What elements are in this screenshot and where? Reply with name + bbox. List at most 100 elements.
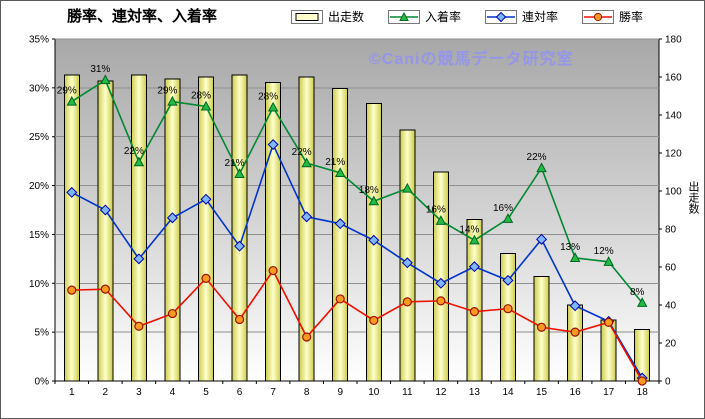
diamond-marker [569,300,581,312]
diamond-marker [166,212,178,224]
svg-text:5%: 5% [35,328,50,339]
circle-marker [369,315,379,326]
svg-text:15: 15 [536,387,548,398]
svg-text:60: 60 [665,263,677,274]
legend-label-win-rate: 勝率 [619,10,644,24]
circle-marker [503,304,513,314]
bar [432,171,449,382]
svg-text:80: 80 [665,225,677,236]
svg-text:40: 40 [665,301,677,312]
svg-text:11: 11 [402,387,413,398]
diamond-marker [401,257,413,269]
svg-text:21%: 21% [225,158,245,169]
svg-text:22%: 22% [124,146,144,157]
circle-marker [335,294,345,304]
svg-text:22%: 22% [292,147,312,158]
svg-text:1: 1 [69,387,75,398]
svg-text:10%: 10% [29,279,49,290]
diamond-marker [468,261,480,273]
svg-text:21%: 21% [325,157,345,168]
circle-marker-icon [582,9,615,24]
circle-marker [637,376,647,386]
circle-marker [604,317,614,327]
triangle-marker [334,167,346,177]
triangle-marker [66,95,78,106]
svg-text:15%: 15% [29,230,49,241]
svg-text:17: 17 [603,387,615,398]
axis-labels: 0% 5% 10% 15% 20% 25% 30% 35% 0 20 40 60 80 100 120 140… [29,35,682,399]
svg-text:5: 5 [203,387,209,398]
svg-text:14%: 14% [459,224,479,235]
circle-marker [302,332,312,342]
svg-text:7: 7 [270,387,276,398]
svg-text:12%: 12% [594,246,614,257]
svg-text:0%: 0% [35,377,50,388]
svg-text:0: 0 [665,377,671,388]
bar [164,78,181,382]
watermark-text: ©Caniの競馬データ研究室 [369,51,574,68]
chart-legend: 出走数 入着率 連対率 勝率 [291,8,643,25]
bar [231,74,248,382]
legend-item-quinella-rate: 連対率 [485,8,558,25]
diamond-marker [536,233,548,245]
svg-text:12: 12 [435,387,447,398]
bar [332,87,349,382]
bar-swatch-icon [291,9,323,24]
triangle-marker [402,182,413,193]
circle-marker [67,285,77,295]
svg-text:120: 120 [665,149,682,160]
svg-text:6: 6 [237,387,243,398]
svg-text:18: 18 [637,387,649,398]
circle-marker [100,284,110,294]
circle-marker [134,321,144,331]
diamond-marker [200,193,212,205]
svg-text:140: 140 [665,111,682,122]
legend-label-starts: 出走数 [328,10,365,24]
svg-text:3: 3 [136,387,142,398]
triangle-marker [536,162,547,173]
triangle-marker [469,234,480,245]
bar [97,80,114,382]
bar [466,219,483,382]
triangle-marker [267,101,279,112]
triangle-marker [100,74,111,85]
chart-title: 勝率、連対率、入着率 [67,8,218,25]
diamond-marker [301,211,313,223]
svg-text:20%: 20% [29,181,49,192]
svg-text:10: 10 [368,387,380,398]
svg-text:16: 16 [570,387,582,398]
triangle-marker [603,256,614,266]
bar [567,304,584,382]
triangle-marker [167,95,178,106]
svg-text:2: 2 [103,387,109,398]
svg-text:28%: 28% [191,90,211,101]
diamond-marker-icon [485,9,518,24]
bar [63,74,80,382]
legend-label-placing-rate: 入着率 [425,10,462,24]
svg-text:35%: 35% [29,35,49,46]
plot-area [54,38,660,382]
series-triangle [66,74,648,307]
legend-item-starts: 出走数 [291,8,364,25]
legend-label-quinella-rate: 連対率 [522,10,559,24]
bar [265,82,282,382]
triangle-marker-icon [388,9,421,24]
triangle-marker [133,156,145,167]
circle-marker [268,265,278,276]
svg-text:100: 100 [665,187,682,198]
bar [298,76,315,382]
svg-text:14: 14 [502,387,514,398]
svg-text:18%: 18% [359,185,379,196]
svg-text:29%: 29% [157,86,177,97]
legend-item-placing-rate: 入着率 [388,8,461,25]
svg-text:25%: 25% [29,132,49,143]
triangle-marker [301,157,312,168]
right-axis-title: 出走数 [687,181,699,214]
diamond-marker [99,204,111,216]
diamond-marker [234,240,246,252]
svg-text:29%: 29% [57,86,77,97]
svg-text:4: 4 [170,387,176,398]
svg-text:20: 20 [665,339,677,350]
